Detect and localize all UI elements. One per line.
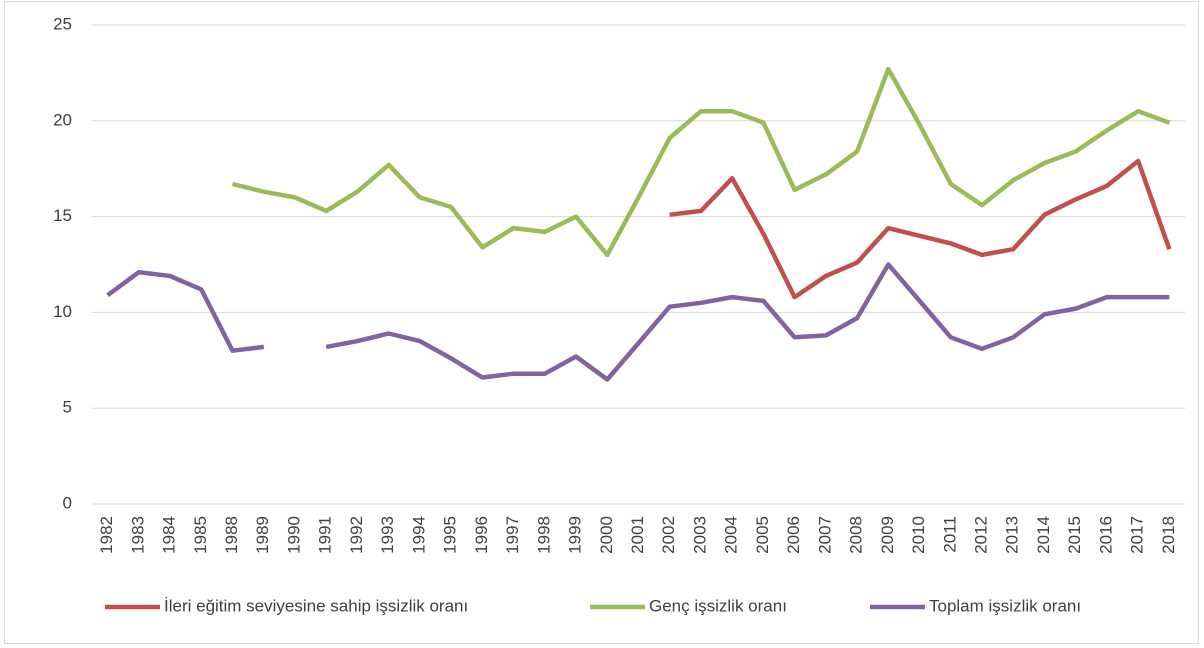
- x-tick-label: 2003: [690, 516, 709, 554]
- x-tick-label: 2000: [597, 516, 616, 554]
- x-tick-label: 2015: [1065, 516, 1084, 554]
- y-tick-label: 0: [63, 493, 72, 512]
- x-tick-label: 2011: [940, 516, 959, 553]
- x-tick-label: 2017: [1128, 516, 1147, 554]
- legend-label: Genç işsizlik oranı: [649, 596, 787, 615]
- x-tick-label: 2009: [878, 516, 897, 554]
- x-tick-label: 2006: [784, 516, 803, 554]
- x-tick-label: 2005: [753, 516, 772, 554]
- x-tick-label: 1989: [253, 516, 272, 554]
- x-tick-label: 2001: [628, 516, 647, 554]
- x-tick-label: 1988: [222, 516, 241, 554]
- x-tick-label: 2007: [815, 516, 834, 554]
- chart-border: [4, 1, 1199, 644]
- x-tick-label: 2018: [1159, 516, 1178, 554]
- y-tick-label: 10: [53, 302, 72, 321]
- x-tick-label: 1999: [566, 516, 585, 554]
- line: [669, 158, 1172, 300]
- x-tick-label: 2013: [1003, 516, 1022, 554]
- y-tick-label: 20: [53, 110, 72, 129]
- x-tick-label: 2010: [909, 516, 928, 554]
- x-tick-label: 1994: [409, 516, 428, 554]
- x-tick-label: 1992: [347, 516, 366, 554]
- x-tick-label: 1990: [284, 516, 303, 554]
- x-tick-label: 1998: [534, 516, 553, 554]
- x-tick-label: 2012: [971, 516, 990, 554]
- line: [106, 262, 1170, 382]
- x-tick-label: 1983: [128, 516, 147, 554]
- x-tick-label: 1982: [97, 516, 116, 554]
- x-tick-label: 2016: [1096, 516, 1115, 554]
- legend-label: Toplam işsizlik oranı: [929, 596, 1081, 615]
- x-tick-label: 2004: [722, 516, 741, 554]
- x-tick-label: 1991: [316, 516, 335, 554]
- y-tick-label: 25: [53, 14, 72, 33]
- x-tick-label: 1993: [378, 516, 397, 554]
- x-tick-label: 2008: [847, 516, 866, 554]
- x-tick-label: 2014: [1034, 516, 1053, 554]
- x-tick-label: 1985: [191, 516, 210, 554]
- y-tick-label: 5: [63, 398, 72, 417]
- x-tick-label: 1995: [441, 516, 460, 554]
- x-tick-label: 1996: [472, 516, 491, 554]
- x-tick-label: 1997: [503, 516, 522, 554]
- line: [231, 66, 1171, 258]
- x-tick-label: 2002: [659, 516, 678, 554]
- x-tick-label: 1984: [160, 516, 179, 554]
- legend-label: İleri eğitim seviyesine sahip işsizlik o…: [164, 596, 468, 615]
- y-tick-label: 15: [53, 206, 72, 225]
